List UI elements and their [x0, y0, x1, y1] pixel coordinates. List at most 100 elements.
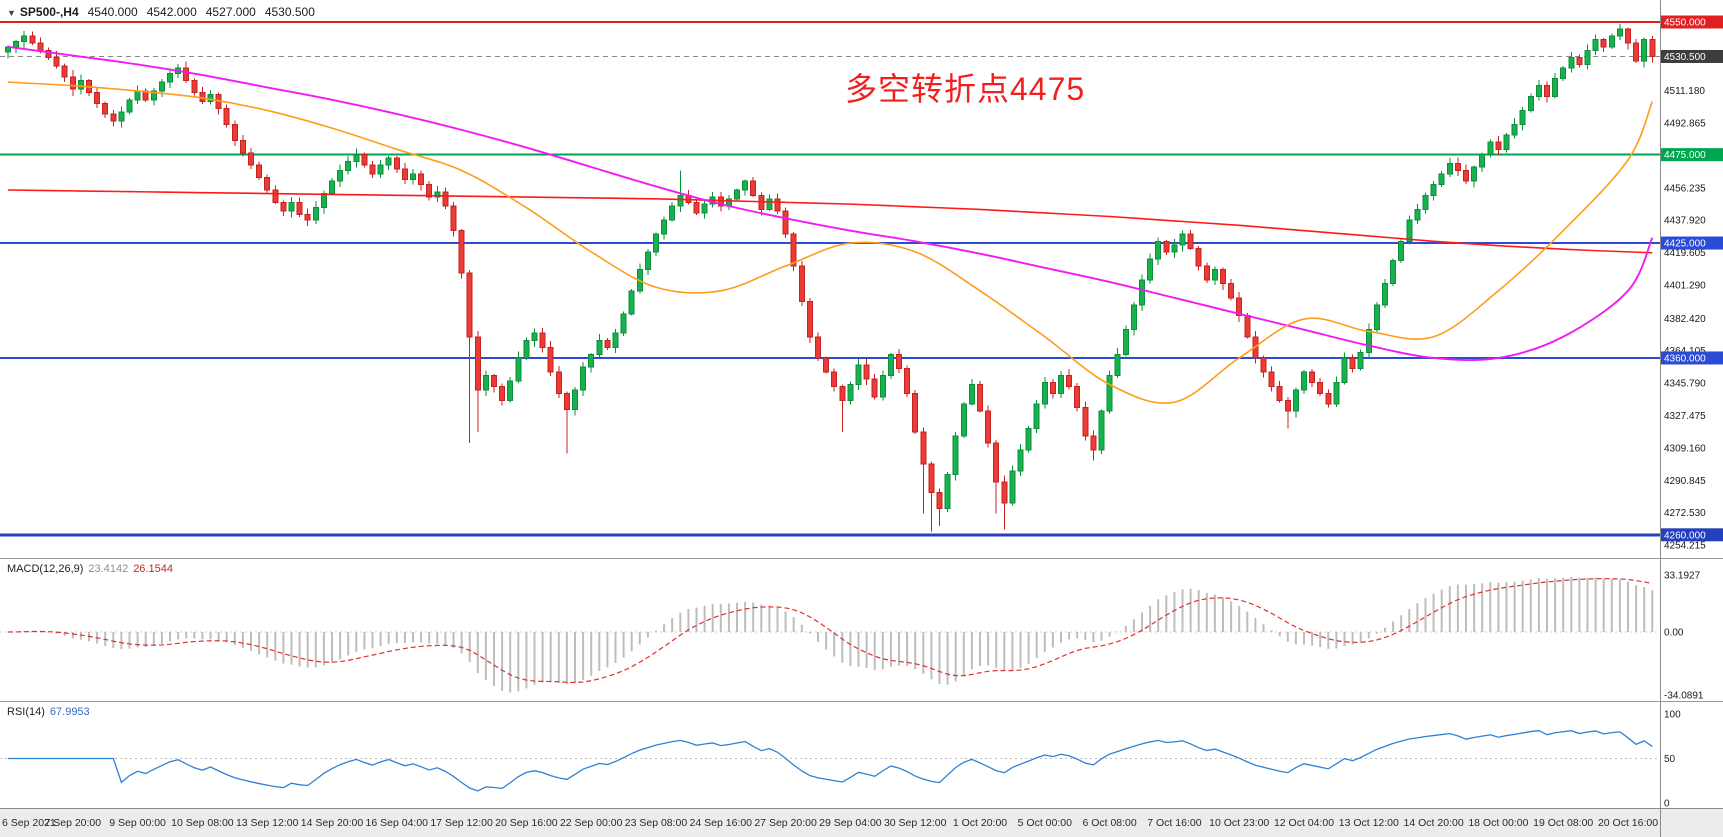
- candle: [1098, 410, 1105, 451]
- candle: [369, 164, 376, 175]
- candle: [61, 65, 68, 78]
- candle: [1001, 481, 1008, 504]
- candle: [272, 189, 279, 203]
- candle: [345, 161, 352, 172]
- candle: [1276, 385, 1283, 401]
- time-label: 18 Oct 00:00: [1468, 817, 1528, 829]
- candle: [1066, 375, 1073, 387]
- candle: [1625, 28, 1631, 44]
- candle: [1390, 260, 1397, 285]
- candle: [353, 154, 360, 163]
- time-label: 20 Sep 16:00: [495, 817, 558, 829]
- candle: [1576, 56, 1583, 65]
- price-label: 4382.420: [1664, 314, 1706, 325]
- low-value: 4527.000: [205, 5, 256, 19]
- candle: [1398, 240, 1405, 262]
- candle: [1633, 42, 1640, 62]
- candle: [1463, 170, 1469, 182]
- candle: [1074, 385, 1081, 408]
- candle: [1641, 39, 1648, 62]
- candle: [847, 384, 854, 401]
- candle: [1309, 371, 1316, 384]
- candle: [790, 233, 797, 267]
- candle: [944, 474, 951, 509]
- price-axis[interactable]: [1660, 0, 1723, 808]
- candle: [1244, 315, 1251, 338]
- price-label: 4437.920: [1664, 216, 1706, 227]
- candle: [879, 375, 886, 398]
- candle: [871, 378, 878, 398]
- candle: [1357, 352, 1364, 370]
- time-label: 14 Sep 20:00: [301, 817, 364, 829]
- candle: [393, 157, 400, 170]
- candles: [5, 23, 1656, 532]
- candle: [1527, 95, 1534, 111]
- candle: [361, 154, 368, 166]
- rsi-scale-label: 0: [1664, 799, 1670, 810]
- candle: [717, 196, 724, 207]
- ma-line-red: [7, 189, 1653, 254]
- candle: [1560, 67, 1567, 80]
- time-label: 9 Sep 00:00: [109, 817, 166, 829]
- candle: [928, 463, 935, 493]
- candle: [1228, 283, 1235, 299]
- rsi-line: [8, 729, 1653, 792]
- time-axis[interactable]: [0, 808, 1723, 837]
- candle: [815, 336, 821, 359]
- candle: [563, 392, 570, 410]
- price-badge: [1661, 528, 1723, 542]
- candle: [45, 49, 52, 58]
- candle: [588, 353, 595, 368]
- time-label: 27 Sep 20:00: [754, 817, 817, 829]
- candle: [118, 111, 125, 122]
- candle: [1179, 233, 1186, 246]
- ohlc-toggle-icon[interactable]: ▼: [7, 8, 16, 18]
- candle: [1317, 382, 1324, 394]
- candle: [191, 79, 198, 94]
- candle: [134, 90, 141, 101]
- candle: [1082, 406, 1089, 437]
- candle: [1114, 353, 1121, 377]
- main-price-panel[interactable]: [0, 21, 1660, 537]
- candle: [1438, 173, 1445, 186]
- candle: [312, 207, 319, 221]
- candle: [912, 392, 919, 433]
- time-label: 23 Sep 08:00: [625, 817, 688, 829]
- macd-indicator-label: MACD(12,26,9) 23.4142 26.1544: [7, 563, 173, 575]
- candle: [1535, 85, 1542, 97]
- candle: [499, 385, 506, 401]
- candle: [653, 233, 659, 253]
- macd-title: MACD(12,26,9): [7, 563, 84, 575]
- candle: [555, 371, 562, 394]
- candle: [993, 442, 1000, 483]
- candle: [539, 332, 546, 348]
- rsi-scale-label: 100: [1664, 710, 1681, 721]
- time-label: 29 Sep 04:00: [819, 817, 882, 829]
- candle: [985, 410, 992, 444]
- candle: [677, 194, 684, 207]
- candle: [94, 92, 101, 104]
- candle: [401, 168, 408, 180]
- candle: [102, 102, 109, 115]
- candle: [474, 336, 481, 391]
- rsi-scale-label: 50: [1664, 754, 1676, 765]
- candle: [1049, 382, 1056, 394]
- candle: [612, 332, 619, 348]
- macd-panel[interactable]: [0, 577, 1660, 693]
- candle: [1406, 219, 1413, 242]
- candle: [450, 205, 457, 232]
- candle: [223, 108, 230, 126]
- candle: [1333, 382, 1340, 405]
- candle: [1211, 269, 1218, 281]
- candle: [150, 90, 157, 101]
- candle: [515, 357, 522, 382]
- candle: [1155, 240, 1162, 260]
- time-label: 20 Oct 16:00: [1598, 817, 1658, 829]
- price-badge-label: 4550.000: [1664, 18, 1706, 29]
- candle: [304, 214, 311, 221]
- rsi-panel[interactable]: [0, 729, 1660, 792]
- candle: [823, 357, 830, 373]
- candle: [580, 366, 587, 391]
